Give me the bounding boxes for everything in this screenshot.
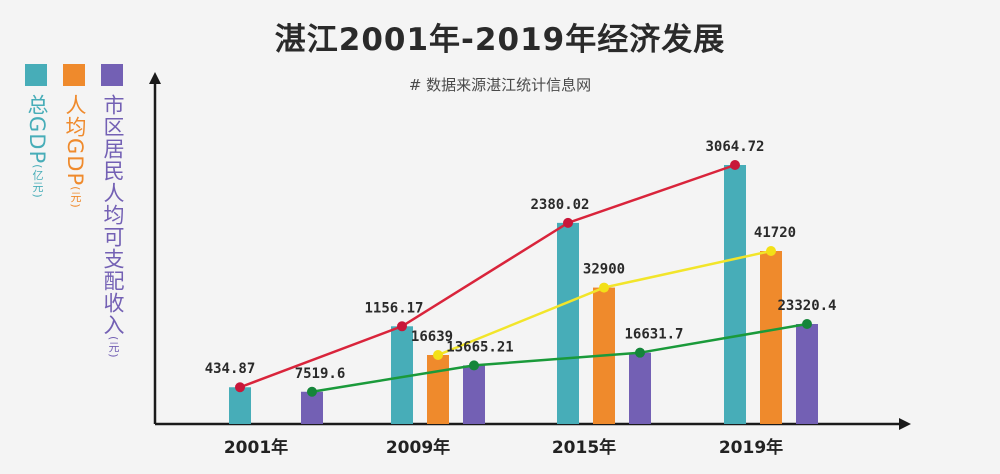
legend-item-per-capita-gdp: 人均GDP(元) xyxy=(60,64,88,209)
point-total-gdp xyxy=(397,321,407,332)
point-disposable-income xyxy=(469,360,479,371)
data-label-per-capita-gdp: 41720 xyxy=(754,225,796,241)
bar-total-gdp xyxy=(229,387,251,424)
legend-item-total-gdp: 总GDP(亿元) xyxy=(22,64,50,199)
legend-text-total-gdp: 总GDP xyxy=(25,94,49,165)
data-label-per-capita-gdp: 32900 xyxy=(583,262,625,278)
point-disposable-income xyxy=(802,319,812,329)
legend-unit-total-gdp: (亿元) xyxy=(31,164,44,199)
data-label-per-capita-gdp: 16639 xyxy=(411,329,453,345)
x-tick-label: 2001年 xyxy=(224,437,288,458)
point-per-capita-gdp xyxy=(433,350,443,361)
legend-label-disposable-income: 市区居民人均可支配收入(元) xyxy=(101,94,125,359)
legend-unit-per-capita-gdp: (元) xyxy=(69,186,82,209)
bar-disposable-income xyxy=(463,365,485,424)
legend-label-per-capita-gdp: 人均GDP(元) xyxy=(63,94,87,209)
point-total-gdp xyxy=(730,160,740,170)
legend-label-total-gdp: 总GDP(亿元) xyxy=(25,94,49,199)
x-tick-label: 2009年 xyxy=(386,437,450,458)
bar-disposable-income xyxy=(301,391,323,424)
x-tick-label: 2015年 xyxy=(552,437,616,458)
bar-disposable-income xyxy=(796,324,818,424)
legend-swatch-per-capita-gdp xyxy=(63,64,85,86)
point-disposable-income xyxy=(307,386,317,397)
point-total-gdp xyxy=(235,382,245,393)
data-label-disposable-income: 16631.7 xyxy=(624,327,683,343)
point-per-capita-gdp xyxy=(766,246,776,256)
x-tick-label: 2019年 xyxy=(719,437,783,458)
trend-line-disposable-income xyxy=(311,322,808,393)
bar-disposable-income xyxy=(629,352,651,424)
bar-total-gdp xyxy=(391,326,413,424)
legend-text-per-capita-gdp: 人均GDP xyxy=(63,94,87,187)
point-per-capita-gdp xyxy=(599,282,609,293)
point-disposable-income xyxy=(635,347,645,358)
point-total-gdp xyxy=(563,217,573,228)
legend-item-disposable-income: 市区居民人均可支配收入(元) xyxy=(98,64,126,359)
legend-text-disposable-income: 市区居民人均可支配收入 xyxy=(101,94,125,336)
legend-swatch-disposable-income xyxy=(101,64,123,86)
data-label-total-gdp: 3064.72 xyxy=(705,139,764,155)
bar-per-capita-gdp xyxy=(760,251,782,424)
chart-title: 湛江2001年-2019年经济发展 xyxy=(274,22,726,58)
data-label-disposable-income: 23320.4 xyxy=(777,298,836,314)
data-label-total-gdp: 1156.17 xyxy=(364,300,423,316)
legend-swatch-total-gdp xyxy=(25,64,47,86)
legend-unit-disposable-income: (元) xyxy=(107,336,120,359)
data-label-total-gdp: 2380.02 xyxy=(530,197,589,213)
trend-line-total-gdp xyxy=(239,163,736,389)
bar-per-capita-gdp xyxy=(427,355,449,424)
data-label-disposable-income: 13665.21 xyxy=(446,339,513,355)
data-label-total-gdp: 434.87 xyxy=(205,361,256,377)
chart-subtitle: # 数据来源湛江统计信息网 xyxy=(408,76,592,94)
data-label-disposable-income: 7519.6 xyxy=(295,366,346,382)
bar-total-gdp xyxy=(557,222,579,424)
bar-total-gdp xyxy=(724,165,746,424)
